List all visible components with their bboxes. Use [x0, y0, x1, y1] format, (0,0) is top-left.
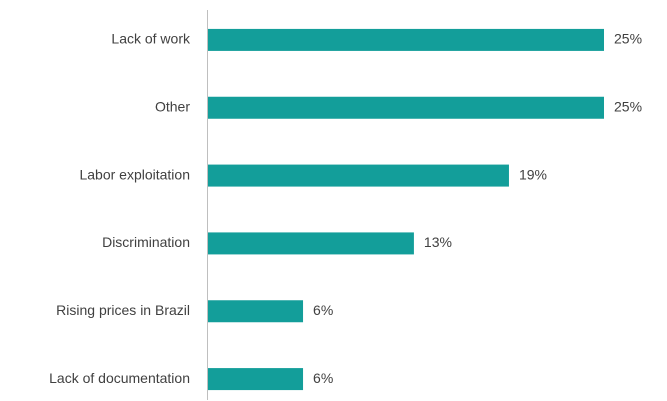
- bar: [208, 300, 304, 323]
- category-label: Discrimination: [102, 234, 190, 250]
- category-label: Lack of work: [111, 31, 191, 47]
- bar: [208, 28, 604, 51]
- value-label: 25%: [614, 31, 642, 47]
- value-label: 6%: [313, 302, 333, 318]
- value-label: 25%: [614, 98, 642, 114]
- category-label: Lack of documentation: [49, 370, 190, 386]
- value-label: 6%: [313, 370, 333, 386]
- value-label: 19%: [519, 166, 547, 182]
- bar: [208, 96, 604, 119]
- bar: [208, 164, 509, 187]
- category-label: Labor exploitation: [79, 166, 190, 182]
- category-label: Other: [155, 98, 190, 114]
- value-label: 13%: [424, 234, 452, 250]
- bar: [208, 232, 414, 255]
- category-label: Rising prices in Brazil: [56, 302, 190, 318]
- bar: [208, 368, 304, 391]
